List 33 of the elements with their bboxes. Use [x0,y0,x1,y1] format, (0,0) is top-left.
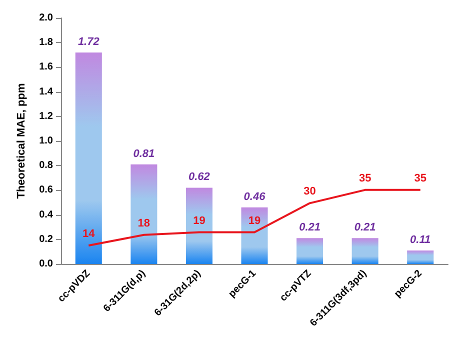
data-label: 18 [138,217,150,230]
bar [407,250,434,264]
bar [241,207,268,264]
data-label: 0.46 [244,190,266,203]
data-label: 19 [248,214,261,227]
y-tick-label: 0.0 [39,258,54,270]
bar [186,188,212,264]
bar [130,164,158,264]
y-tick-label: 0.6 [39,184,54,196]
data-label: 1.72 [78,36,100,48]
data-label: 35 [414,172,426,184]
bar [352,238,378,264]
y-tick-label: 1.8 [39,37,54,48]
data-label: 14 [82,228,96,240]
data-label: 0.11 [410,234,431,246]
y-tick-label: 0.2 [39,234,54,245]
y-tick-label: 2.0 [39,12,54,24]
y-tick-label: 1.0 [39,136,54,146]
data-label: 0.21 [299,222,320,234]
y-tick-label: 1.4 [39,86,54,98]
y-tick-label: 0.8 [39,160,54,172]
data-label: 19 [193,214,206,227]
bar [75,52,102,264]
y-tick-label: 0.4 [39,209,54,220]
bar [296,238,324,264]
data-label: 0.62 [188,171,210,184]
y-axis-title: Theoretical MAE, ppm [16,83,28,199]
y-tick-label: 1.2 [39,110,54,122]
y-tick-label: 1.6 [39,62,54,73]
data-label: 35 [358,172,372,184]
data-label: 0.21 [354,222,376,234]
data-label: 30 [304,186,316,198]
data-label: 0.81 [133,148,155,160]
